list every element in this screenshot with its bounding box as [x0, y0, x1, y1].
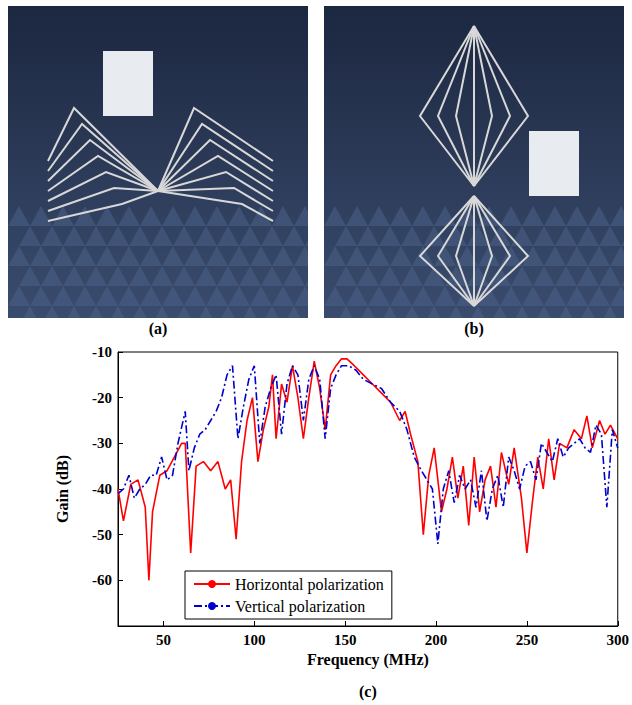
- svg-text:200: 200: [425, 632, 448, 648]
- svg-text:-20: -20: [92, 390, 112, 406]
- svg-text:-60: -60: [92, 572, 112, 588]
- svg-text:-40: -40: [92, 481, 112, 497]
- svg-text:-50: -50: [92, 527, 112, 543]
- svg-text:300: 300: [607, 632, 630, 648]
- svg-text:(c): (c): [359, 683, 377, 701]
- svg-text:Gain (dB): Gain (dB): [54, 455, 72, 523]
- html-text:(b): (b): [464, 320, 484, 337]
- svg-text:Frequency (MHz): Frequency (MHz): [307, 651, 429, 669]
- svg-text:50: 50: [156, 632, 171, 648]
- svg-text:-10: -10: [92, 344, 112, 360]
- html-text:(a): (a): [148, 320, 168, 337]
- svg-text:Vertical polarization: Vertical polarization: [235, 598, 365, 616]
- svg-text:100: 100: [243, 632, 266, 648]
- svg-text:150: 150: [334, 632, 357, 648]
- svg-text:250: 250: [516, 632, 539, 648]
- svg-text:Horizontal polarization: Horizontal polarization: [235, 576, 384, 594]
- svg-text:-30: -30: [92, 435, 112, 451]
